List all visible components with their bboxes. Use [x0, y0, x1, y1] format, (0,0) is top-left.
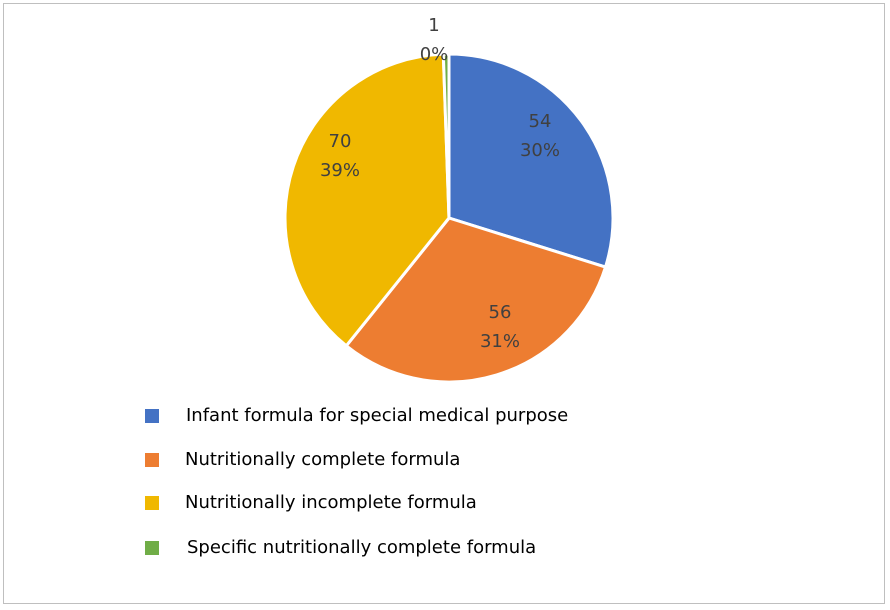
legend-item-infant-formula: Infant formula for special medical purpo…: [145, 405, 568, 426]
pie-slice-specific-nutritionally-complete: [441, 52, 451, 220]
data-label-percent-infant-formula: 30%: [520, 140, 560, 161]
data-label-percent-nutritionally-incomplete: 39%: [320, 160, 360, 181]
data-label-value-nutritionally-complete: 56: [489, 302, 512, 323]
pie-slice-nutritionally-complete: [344, 216, 607, 384]
data-label-value-specific-nutritionally-complete: 1: [428, 15, 439, 36]
legend-label: Specific nutritionally complete formula: [187, 537, 537, 558]
data-label-percent-specific-nutritionally-complete: 0%: [420, 44, 449, 65]
legend-label: Infant formula for special medical purpo…: [186, 405, 569, 426]
pie-data-labels: 54 30% 56 31% 70 39% 1 0%: [320, 15, 560, 352]
legend-swatch-orange: [145, 452, 159, 467]
pie-slice-infant-formula: [447, 52, 615, 269]
legend-label: Nutritionally complete formula: [185, 449, 461, 470]
data-label-percent-nutritionally-complete: 31%: [480, 331, 520, 352]
legend-swatch-green: [145, 540, 159, 555]
legend-item-nutritionally-incomplete: Nutritionally incomplete formula: [145, 492, 477, 513]
data-label-value-nutritionally-incomplete: 70: [329, 131, 352, 152]
legend-swatch-blue: [145, 408, 159, 423]
legend-swatch-yellow: [145, 495, 159, 510]
legend-item-specific-nutritionally-complete: Specific nutritionally complete formula: [145, 537, 536, 558]
pie-slice-nutritionally-incomplete: [283, 52, 451, 348]
pie-slices: [283, 52, 615, 384]
data-label-value-infant-formula: 54: [529, 111, 552, 132]
legend-item-nutritionally-complete: Nutritionally complete formula: [145, 449, 460, 470]
legend-label: Nutritionally incomplete formula: [185, 492, 477, 513]
